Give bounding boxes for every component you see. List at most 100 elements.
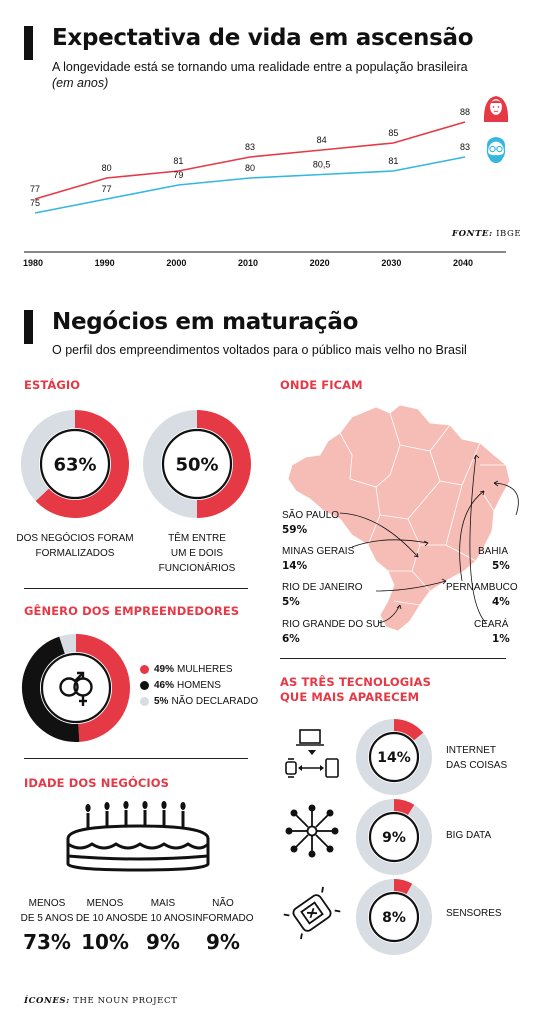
sensor-chip-icon — [283, 886, 341, 940]
data-label: 81 — [388, 156, 398, 166]
donut-slice — [59, 634, 77, 654]
unit-note: (em anos) — [52, 76, 109, 90]
donut-center — [161, 428, 233, 500]
data-label: 83 — [460, 142, 470, 152]
tech-donut-3: 8% — [356, 879, 432, 955]
donut-label: 8% — [382, 910, 406, 926]
estagio-desc-2: TÊM ENTRE UM E DOIS FUNCIONÁRIOS — [158, 533, 236, 574]
divider — [280, 658, 506, 659]
idade-value-4: 9% — [206, 930, 240, 954]
series-line-2 — [34, 156, 466, 214]
donut-slice — [393, 719, 424, 741]
onde-title: ONDE FICAM — [280, 378, 363, 392]
section-marker-2 — [24, 310, 33, 344]
idade-desc-2: MENOS DE 10 ANOS — [75, 898, 135, 924]
state-pernambuco: PERNAMBUCO — [446, 582, 518, 593]
tech-donuts: 14% 9% 8% — [356, 719, 432, 955]
donut-slice — [393, 879, 413, 895]
data-label: 81 — [173, 156, 183, 166]
tech-title: AS TRÊS TECNOLOGIAS QUE MAIS APARECEM — [280, 675, 432, 704]
estagio-donuts: 63% 50% — [21, 410, 251, 518]
state-minas-gerais: MINAS GERAIS — [282, 546, 355, 557]
data-label: 77 — [30, 184, 40, 194]
idade-value-3: 9% — [146, 930, 180, 954]
genero-donut — [22, 634, 130, 742]
legend-mulheres: 49% MULHERES — [140, 664, 233, 675]
series-line-1 — [34, 121, 466, 200]
idade-value-2: 10% — [81, 930, 129, 954]
data-label: 80 — [245, 163, 255, 173]
data-label: 84 — [317, 135, 327, 145]
section2-subtitle: O perfil dos empreendimentos voltados pa… — [52, 343, 467, 357]
donut-slice — [356, 879, 432, 955]
estagio-desc-1: DOS NEGÓCIOS FORAM FORMALIZADOS — [16, 533, 134, 559]
divider — [24, 588, 248, 589]
x-tick-label: 2030 — [381, 258, 401, 268]
data-label: 83 — [245, 142, 255, 152]
donut-label: 9% — [382, 830, 406, 846]
donut-center — [39, 428, 111, 500]
network-hub-icon — [285, 804, 339, 858]
idade-title: IDADE DOS NEGÓCIOS — [24, 776, 170, 790]
legend-homens: 46% HOMENS — [140, 680, 221, 691]
donut-label: 14% — [377, 750, 411, 766]
section-marker — [24, 26, 33, 60]
tech-desc-3: SENSORES — [446, 908, 502, 919]
bearded-man-icon — [486, 137, 506, 163]
data-label: 88 — [460, 107, 470, 117]
estagio-donut-2: 50% — [143, 410, 251, 518]
data-label: 75 — [30, 198, 40, 208]
donut-slice — [21, 410, 76, 501]
donut-center — [368, 891, 420, 943]
state-rio-de-janeiro: RIO DE JANEIRO — [282, 582, 363, 593]
idade-value-1: 73% — [23, 930, 71, 954]
state-bahia: BAHIA — [478, 546, 509, 557]
donut-center — [368, 731, 420, 783]
tech-desc-2: BIG DATA — [446, 830, 492, 841]
data-label: 77 — [102, 184, 112, 194]
donut-slice — [393, 799, 415, 816]
donut-label: 50% — [175, 454, 218, 475]
birthday-cake-icon — [66, 801, 210, 872]
estagio-title: ESTÁGIO — [24, 378, 81, 392]
gender-icon — [59, 671, 93, 706]
x-tick-label: 2040 — [453, 258, 473, 268]
donut-center — [368, 811, 420, 863]
x-tick-label: 2020 — [310, 258, 330, 268]
data-label: 80 — [102, 163, 112, 173]
section1-subtitle: A longevidade está se tornando uma reali… — [52, 60, 468, 74]
iot-devices-icon — [285, 729, 339, 778]
donut-center — [40, 652, 112, 724]
donut-label: 63% — [53, 454, 96, 475]
state-sao-paulo: SÃO PAULO — [282, 510, 340, 521]
idade-desc-1: MENOS DE 5 ANOS — [20, 898, 74, 924]
donut-slice — [35, 410, 129, 518]
section2-title: Negócios em maturação — [52, 309, 359, 335]
donut-slice — [196, 410, 251, 518]
estagio-donut-1: 63% — [21, 410, 129, 518]
idade-desc-4: NÃO INFORMADO — [192, 898, 254, 924]
data-label: 79 — [173, 170, 183, 180]
legend-nao-declarado: 5% NÃO DECLARADO — [140, 696, 258, 707]
donut-slice — [356, 719, 432, 795]
divider — [24, 758, 248, 759]
tech-donut-1: 14% — [356, 719, 432, 795]
x-tick-label: 2010 — [238, 258, 258, 268]
donut-slice — [75, 634, 130, 742]
tech-desc-1: INTERNET DAS COISAS — [446, 745, 508, 771]
data-label: 85 — [388, 128, 398, 138]
x-tick-label: 1980 — [23, 258, 43, 268]
state-ceara: CEARÁ — [474, 619, 509, 630]
chart-source: FONTE: IBGE — [452, 229, 522, 239]
donut-slice — [356, 799, 432, 875]
donut-slice — [22, 636, 80, 742]
life-expectancy-line-chart: 77 80 81 83 84 85 88 75 77 79 80 80,5 81 83 1980 1990 2… — [23, 96, 509, 268]
state-rio-grande-do-sul: RIO GRANDE DO SUL — [282, 619, 386, 630]
gender-donut — [22, 634, 130, 742]
donut-slice — [143, 410, 198, 518]
section1-title: Expectativa de vida em ascensão — [52, 25, 474, 51]
footer-credit: ÍCONES: THE NOUN PROJECT — [24, 996, 178, 1006]
x-tick-label: 1990 — [95, 258, 115, 268]
genero-title: GÊNERO DOS EMPREENDEDORES — [24, 604, 240, 618]
woman-icon — [483, 96, 509, 122]
